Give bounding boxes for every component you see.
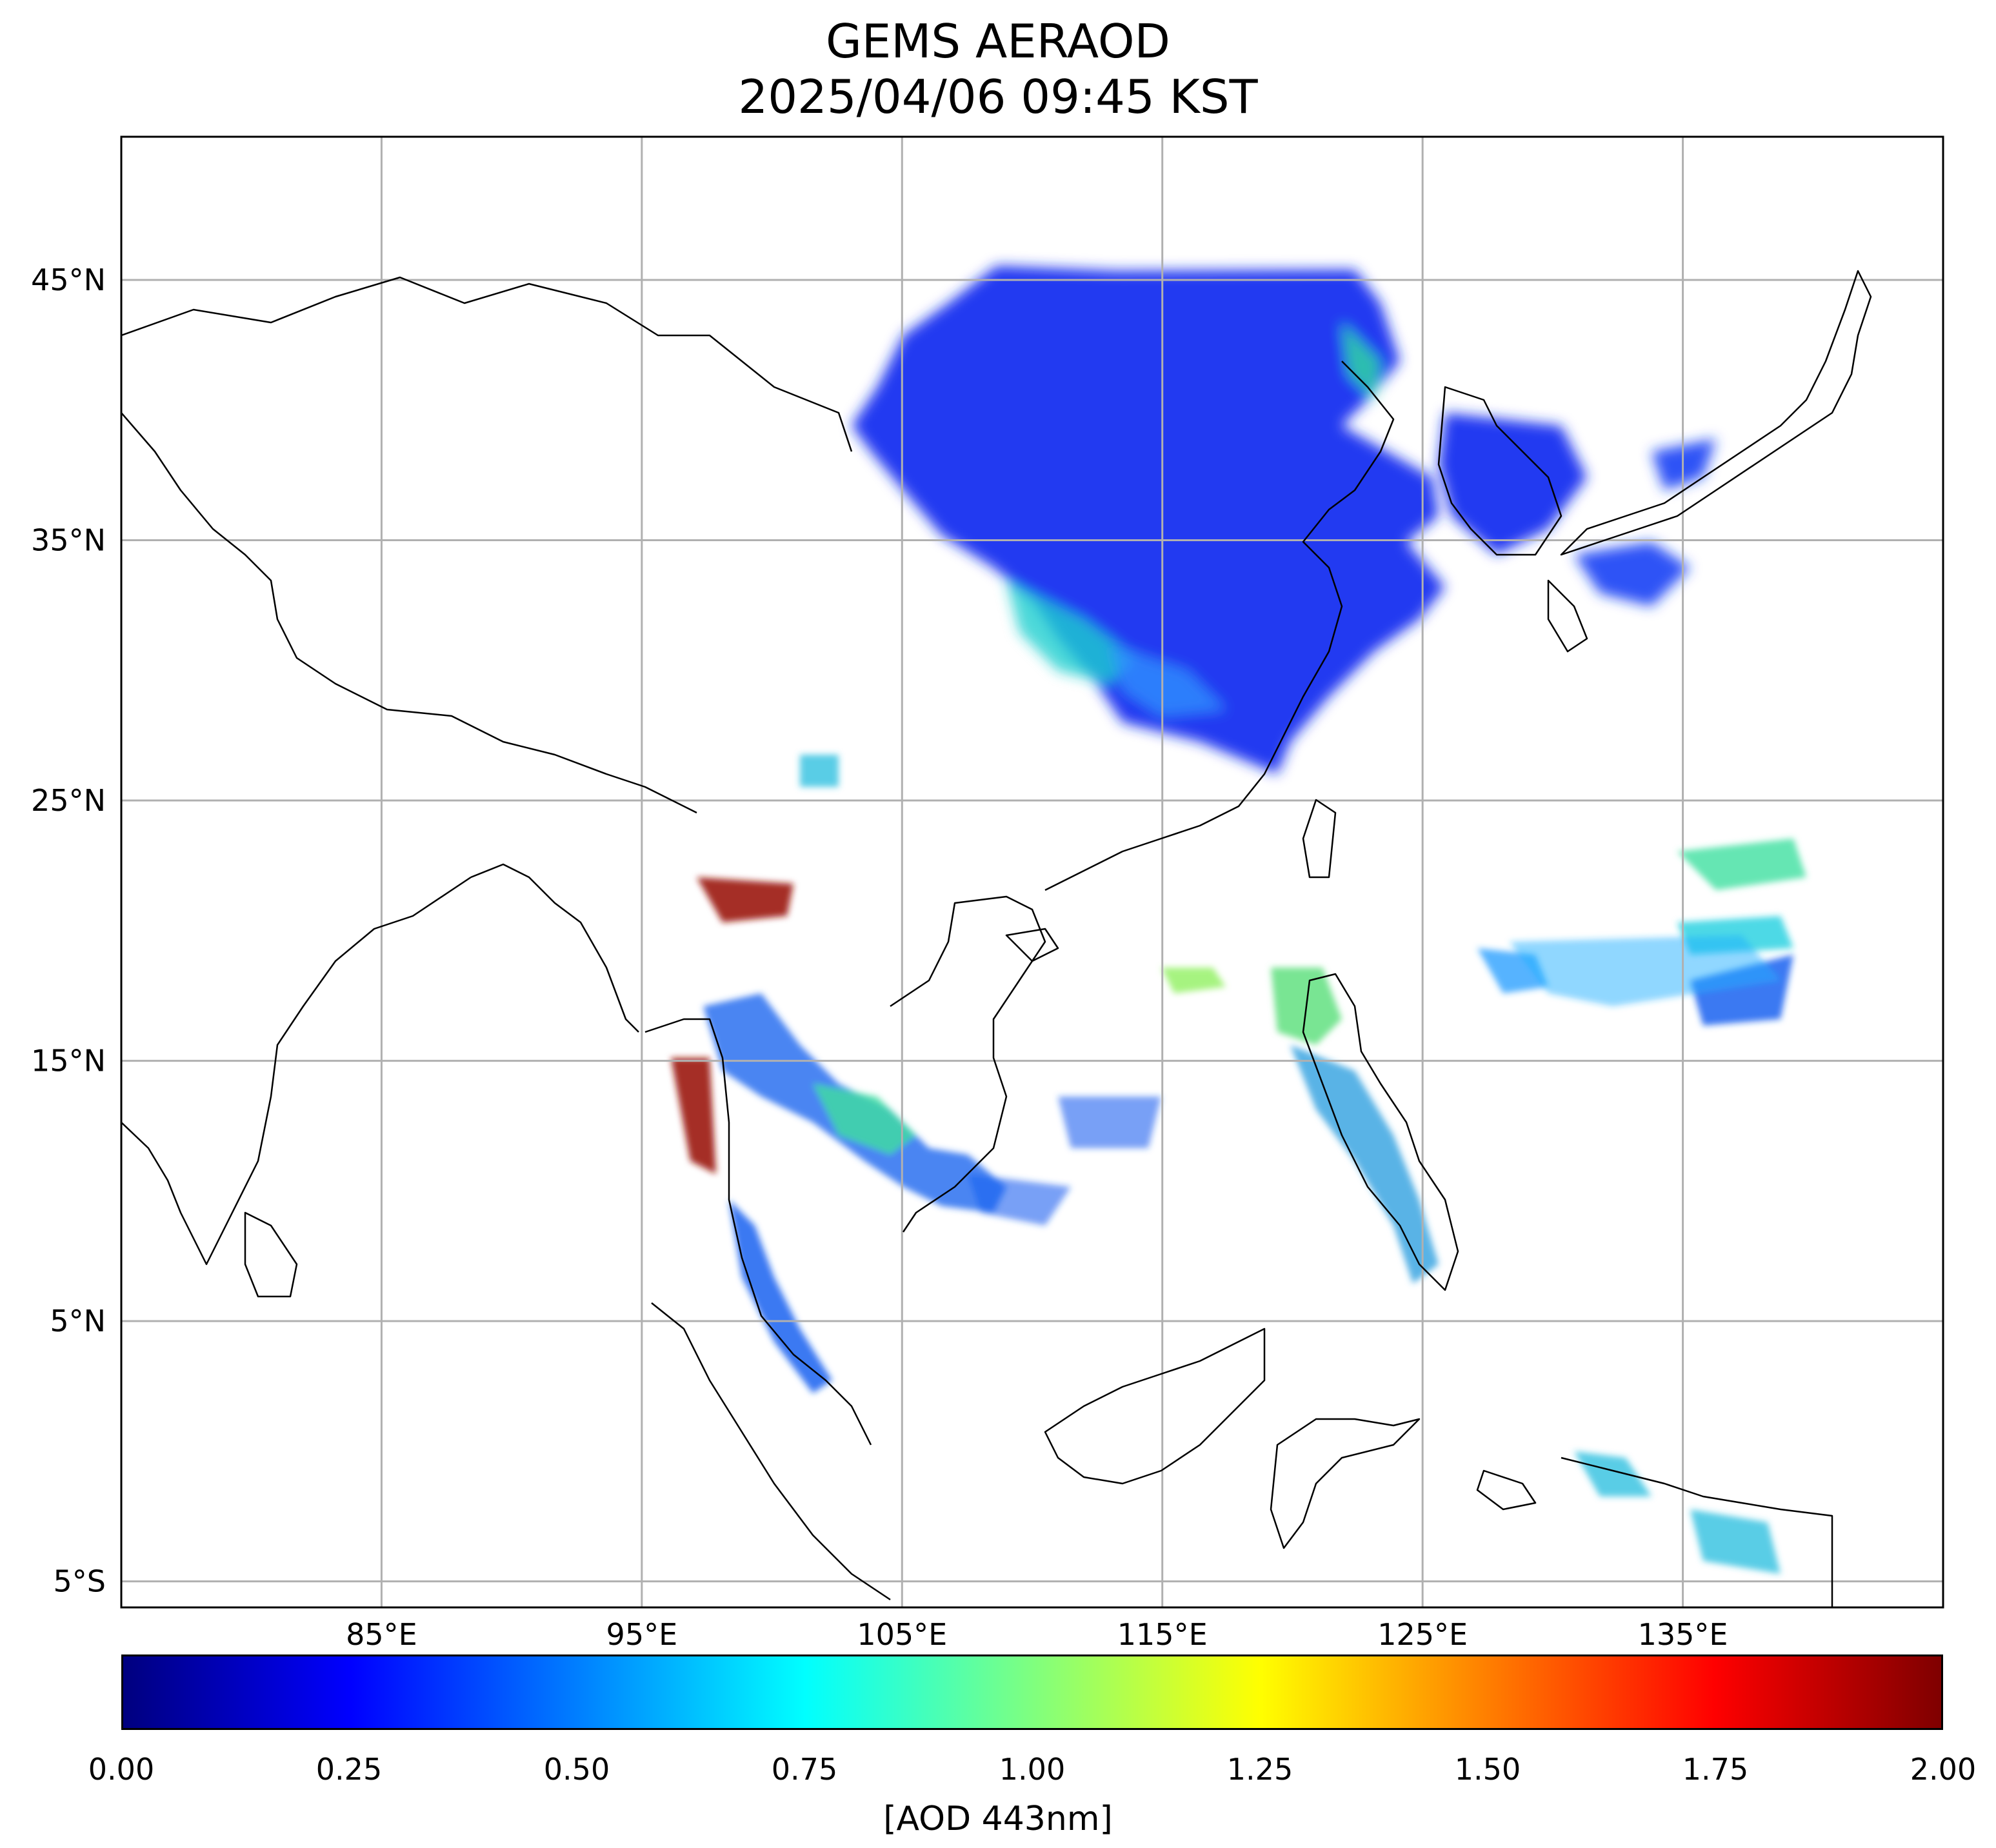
map-plot-area: [121, 137, 1943, 1607]
longitude-labels: 85°E 95°E 105°E 115°E 125°E 135°E: [346, 1617, 1728, 1652]
lat-tick-label: 5°N: [50, 1304, 106, 1338]
colorbar-tick-label: 0.25: [315, 1752, 383, 1787]
lat-tick-label: 35°N: [31, 522, 106, 557]
aod-field-southeast-asia: [671, 755, 1806, 1574]
lat-tick-label: 45°N: [31, 263, 106, 297]
coastlines: [121, 270, 1872, 1607]
map-gridlines: [121, 137, 1943, 1607]
lon-tick-label: 125°E: [1377, 1617, 1468, 1652]
map-frame: [120, 135, 1944, 1609]
lon-tick-label: 135°E: [1638, 1617, 1728, 1652]
colorbar-tick-label: 1.25: [1226, 1752, 1293, 1787]
colorbar: [121, 1654, 1943, 1730]
colorbar-tick-label: 1.50: [1454, 1752, 1521, 1787]
aod-field-north-china: [852, 266, 1716, 774]
lon-tick-label: 105°E: [857, 1617, 947, 1652]
latitude-labels: 45°N 35°N 25°N 15°N 5°N 5°S: [31, 263, 106, 1599]
lat-tick-label: 15°N: [31, 1044, 106, 1078]
colorbar-tick-label: 0.00: [88, 1752, 155, 1787]
map-timestamp: 2025/04/06 09:45 KST: [738, 70, 1258, 124]
colorbar-tick-label: 2.00: [1910, 1752, 1977, 1787]
colorbar-tick-label: 0.50: [543, 1752, 610, 1787]
lon-tick-label: 85°E: [346, 1617, 417, 1652]
colorbar-tick-label: 0.75: [771, 1752, 838, 1787]
colorbar-tick-label: 1.75: [1682, 1752, 1749, 1787]
colorbar-title: [AOD 443nm]: [883, 1800, 1113, 1838]
lat-tick-label: 25°N: [31, 783, 106, 818]
lon-tick-label: 115°E: [1117, 1617, 1208, 1652]
colorbar-tick-label: 1.00: [999, 1752, 1066, 1787]
lon-tick-label: 95°E: [606, 1617, 678, 1652]
lat-tick-label: 5°S: [54, 1564, 106, 1599]
map-title: GEMS AERAOD: [826, 14, 1170, 68]
